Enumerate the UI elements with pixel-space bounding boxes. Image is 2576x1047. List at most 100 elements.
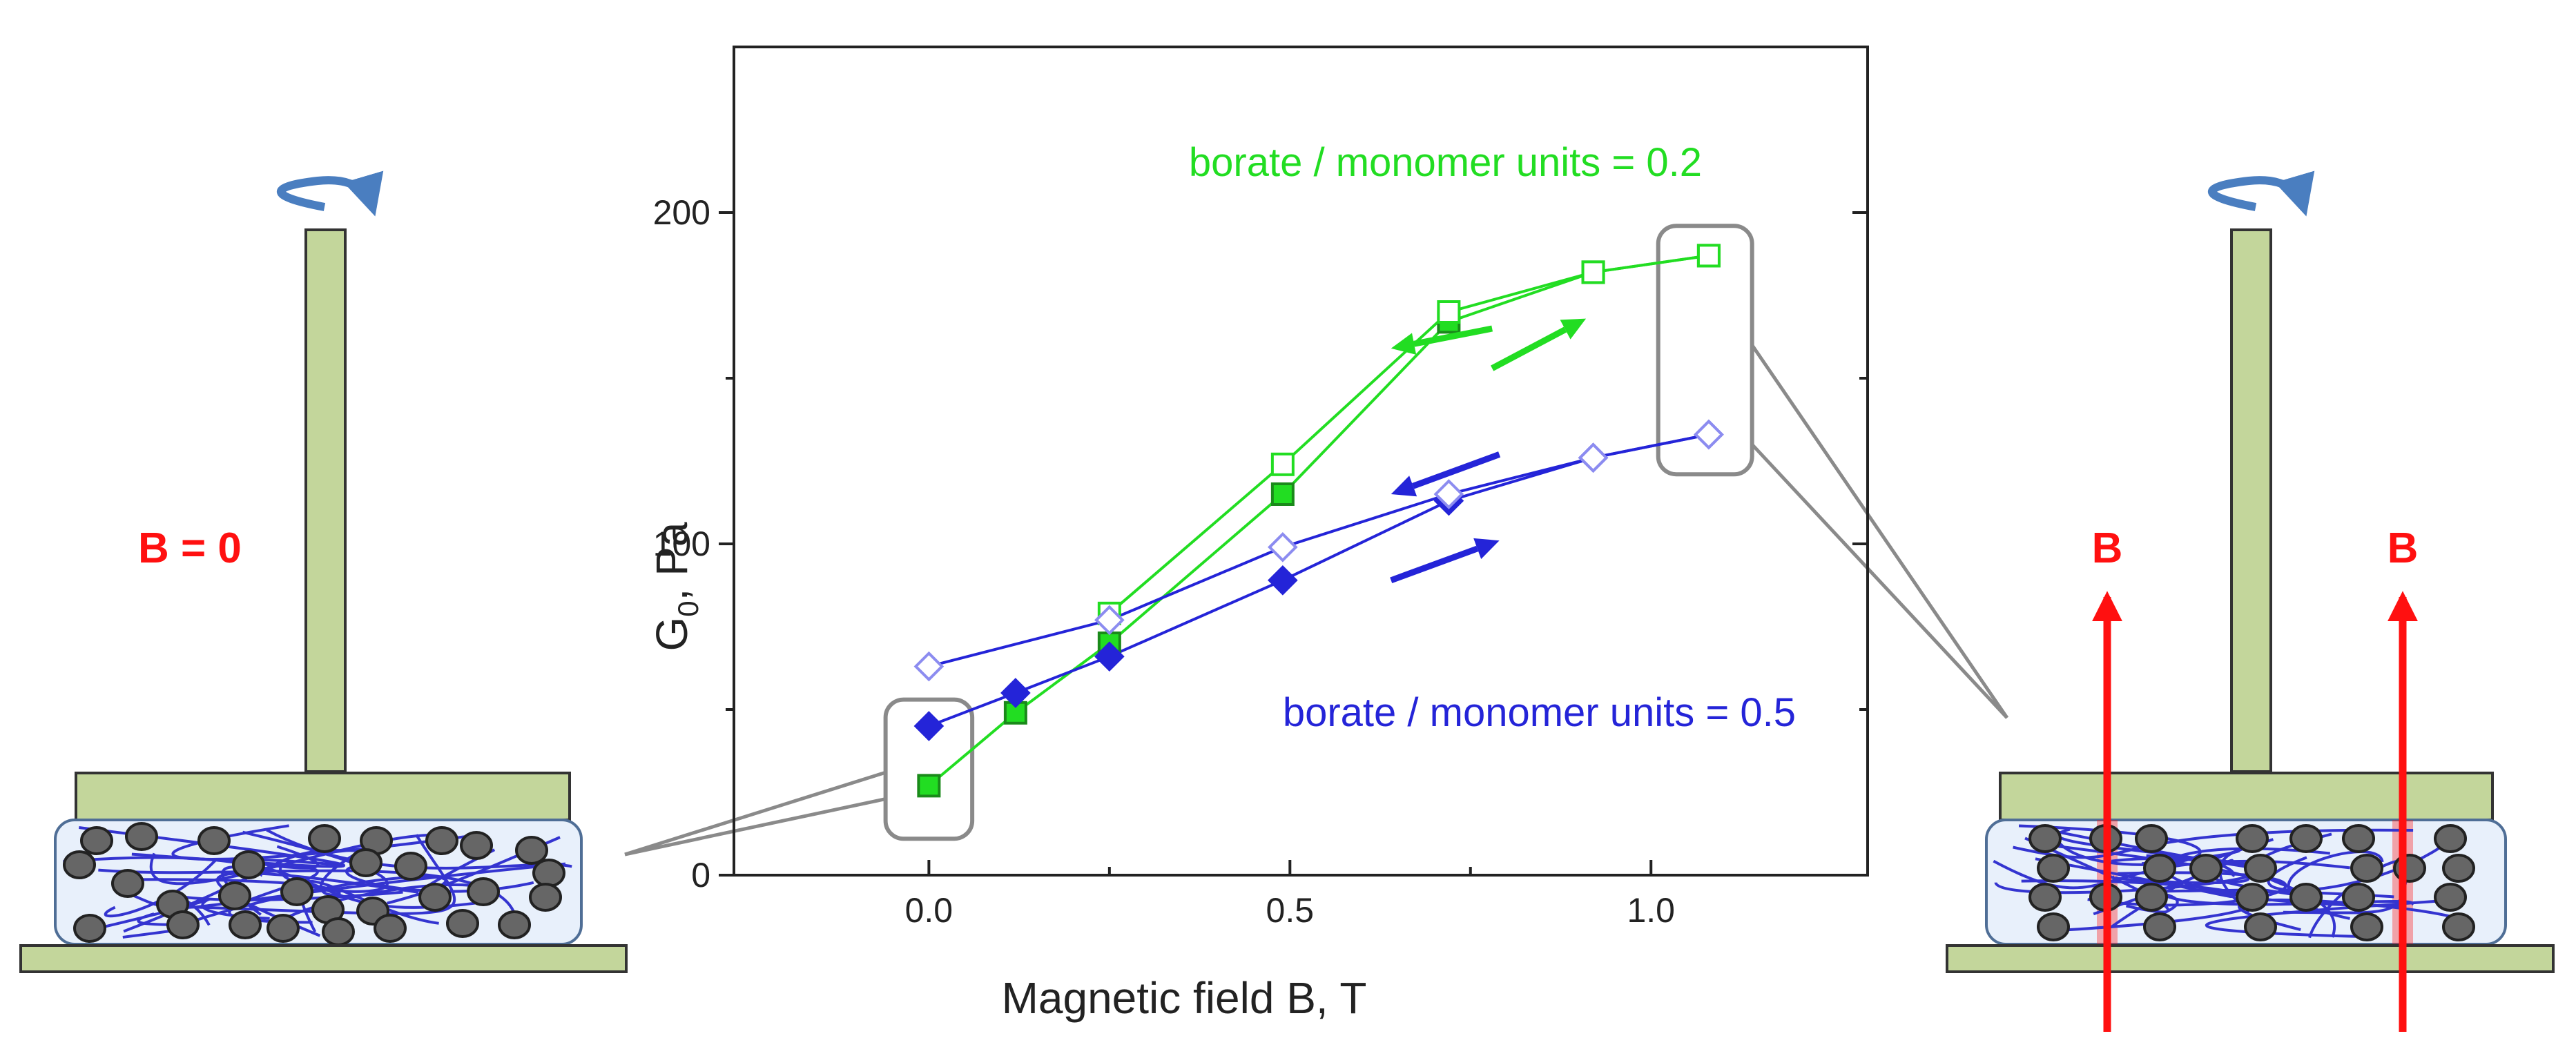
x-tick-label: 1.0 [1627, 891, 1675, 930]
x-axis-label: Magnetic field B, T [1002, 973, 1367, 1023]
magnetic-particle [467, 877, 500, 906]
magnetic-particle [322, 917, 355, 946]
left-bottom-plate [19, 944, 628, 973]
magnetic-particle [515, 836, 548, 865]
direction-arrows [1390, 318, 1587, 584]
magnetic-particle [166, 910, 200, 939]
series-line [928, 433, 1710, 668]
magnetic-particle [2289, 824, 2323, 853]
magnetic-particle [532, 859, 565, 888]
data-point [1268, 531, 1298, 562]
left-particles-random [63, 822, 565, 946]
magnetic-particle [218, 881, 251, 910]
magnetic-particle [394, 852, 427, 881]
data-point [1000, 678, 1031, 708]
data-point [917, 774, 941, 798]
data-point [1581, 260, 1605, 284]
polymer-chain [174, 834, 456, 915]
magnetic-particle [2028, 824, 2062, 853]
y-tick-label: 0 [691, 856, 710, 894]
magnetic-particle [349, 848, 382, 877]
right-field-label-2: B [2388, 525, 2419, 572]
magnetic-particle [425, 826, 458, 855]
magnetic-particle [2350, 854, 2383, 883]
left-top-plate [75, 772, 571, 821]
magnetic-particle [197, 826, 231, 855]
polymer-chain [1994, 854, 2262, 894]
direction-arrow [1412, 451, 1501, 489]
magnetic-particle [2342, 824, 2375, 853]
magnetic-particle [80, 826, 113, 855]
magnetic-particle [2350, 912, 2383, 941]
highlight-boxes [883, 224, 1754, 841]
y-axis-label-sub: 0 [672, 600, 704, 616]
magnetic-particle [2037, 912, 2070, 941]
data-point [1437, 300, 1461, 324]
magnetic-particle [2434, 824, 2467, 853]
data-point [1694, 419, 1724, 450]
magnetic-particle [73, 914, 106, 943]
direction-arrow [1491, 326, 1567, 371]
series-annotations: borate / monomer units = 0.2 borate / mon… [1189, 140, 1796, 735]
data-point [1578, 442, 1609, 473]
callout-line-left [624, 770, 887, 857]
series-annotation: borate / monomer units = 0.5 [1283, 690, 1796, 735]
data-point [1433, 479, 1464, 509]
chart: 0.0 0.5 1.0 0 100 200 borate / monomer units … [624, 46, 2009, 1023]
magnetic-particle [2143, 912, 2176, 941]
series-line [1108, 254, 1710, 615]
highlight-box [883, 697, 975, 841]
magnetic-particle [418, 883, 452, 912]
y-axis-label-main: G [647, 617, 697, 652]
data-point [1270, 482, 1295, 506]
left-rotation-arrow-icon [276, 170, 384, 217]
y-axis-label: G0, Pa [647, 522, 704, 651]
magnetic-particle [498, 910, 531, 939]
right-rotation-arrow-icon [2207, 170, 2315, 217]
magnetic-particle [2442, 854, 2475, 883]
data-point [1270, 452, 1295, 476]
magnetic-particle [2342, 883, 2375, 912]
magnetic-particle [63, 850, 96, 879]
data-point [1268, 565, 1298, 596]
magnetic-particle [125, 822, 158, 851]
y-axis-label-rest: , Pa [647, 522, 697, 600]
magnetic-particle [2028, 883, 2062, 912]
magnetic-particle [2289, 883, 2323, 912]
left-shaft [304, 228, 347, 773]
direction-arrow-head [1391, 333, 1417, 355]
y-tick-label: 100 [653, 525, 710, 563]
right-top-plate [1999, 772, 2494, 821]
magnetic-particle [2236, 883, 2269, 912]
magnetic-particle [2442, 912, 2475, 941]
left-rheometer-schematic: B = 0 [19, 170, 628, 973]
data-point [913, 711, 945, 741]
direction-arrow-head [1560, 318, 1587, 340]
magnetic-particle [280, 877, 313, 906]
right-shaft [2230, 228, 2272, 773]
callout-lines [624, 344, 2009, 857]
magnetic-particle [529, 883, 562, 912]
x-tick-label: 0.0 [905, 891, 953, 930]
magnetic-particle [267, 914, 300, 943]
y-tick-label: 200 [653, 193, 710, 232]
right-field-label-1: B [2092, 525, 2123, 572]
series-annotation: borate / monomer units = 0.2 [1189, 140, 1702, 185]
magnetic-particle [2143, 854, 2176, 883]
magnetic-particle [111, 869, 144, 898]
direction-arrow [1390, 545, 1479, 584]
polymer-chain [63, 856, 488, 909]
magnetic-particle [2135, 883, 2168, 912]
data-point [1094, 641, 1125, 672]
magnetic-particle [446, 909, 479, 938]
magnetic-particle [2037, 854, 2070, 883]
magnetic-particle [2434, 883, 2467, 912]
polymer-chain [139, 837, 383, 897]
magnetic-particle [374, 914, 407, 943]
magnetic-particle [460, 831, 493, 860]
callout-line-left [624, 797, 887, 857]
data-point [913, 651, 945, 682]
direction-arrow-head [1473, 538, 1500, 559]
magnetic-particle [232, 850, 265, 879]
